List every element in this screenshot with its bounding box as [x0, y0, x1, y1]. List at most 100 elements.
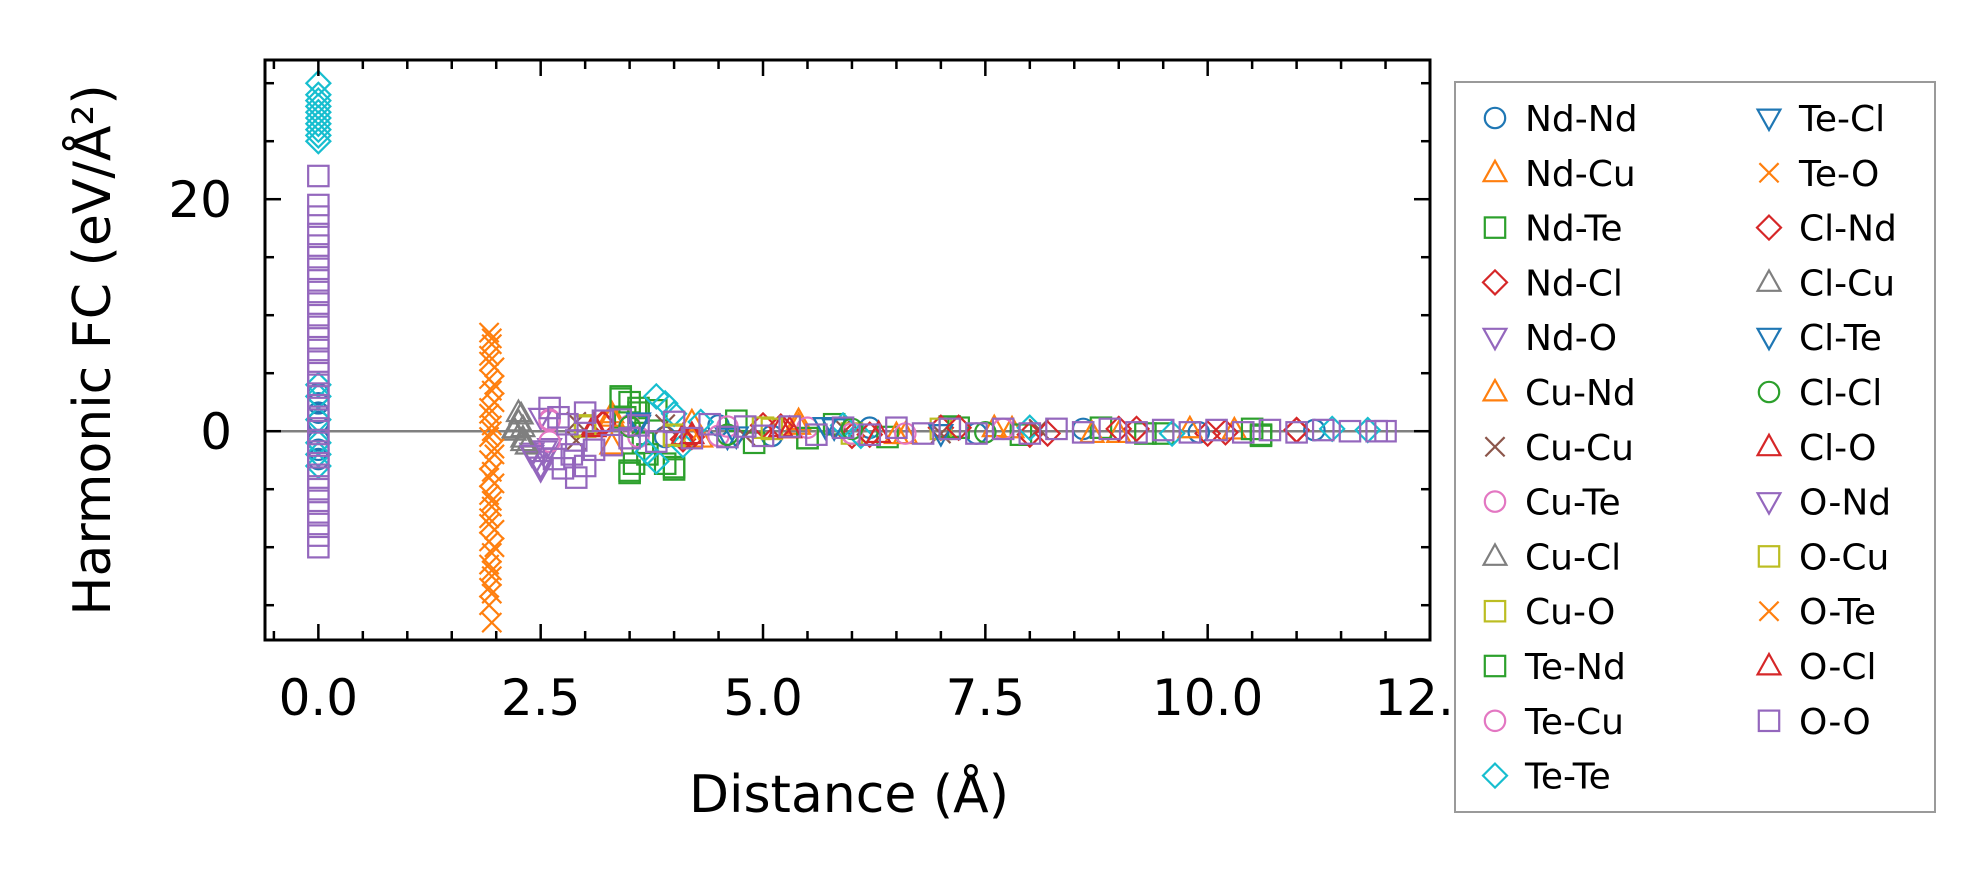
legend-marker [1755, 268, 1783, 292]
legend-label: Nd-Te [1525, 209, 1623, 250]
data-point [1258, 418, 1282, 442]
legend-item: Cu-Te [1483, 483, 1621, 524]
data-point [911, 422, 935, 445]
legend-label: Cu-Te [1525, 483, 1621, 524]
data-point [894, 422, 917, 445]
data-point [531, 440, 559, 465]
legend-item: Cu-O [1483, 592, 1615, 633]
data-point [507, 400, 535, 425]
legend-frame [1454, 81, 1936, 813]
legend-item: Te-Cu [1483, 702, 1624, 743]
data-point [991, 417, 1015, 441]
legend-item: Te-Cl [1755, 99, 1885, 140]
legend-label: O-Nd [1799, 483, 1891, 524]
data-point [600, 433, 624, 457]
data-point [304, 110, 332, 138]
legend-marker [1484, 436, 1506, 458]
data-point [478, 507, 500, 529]
data-point [1151, 418, 1175, 442]
data-point [598, 430, 626, 455]
data-point [805, 423, 828, 446]
marker-stroke [481, 490, 503, 512]
data-point [1134, 422, 1157, 445]
data-point [307, 501, 330, 524]
data-point [307, 408, 330, 431]
legend-item: Cl-Cl [1757, 373, 1882, 414]
legend-marker [1755, 108, 1783, 133]
data-point [307, 193, 330, 217]
plot-frame [263, 58, 1432, 642]
legend-marker [1481, 327, 1509, 352]
data-point [481, 420, 503, 442]
data-point [680, 426, 704, 450]
legend-item: O-O [1757, 702, 1871, 743]
data-point [831, 416, 855, 440]
data-point [573, 454, 597, 478]
data-point [591, 409, 615, 433]
marker-stroke [478, 577, 500, 599]
data-point [307, 385, 330, 408]
legend-marker [1481, 268, 1509, 296]
data-point [1045, 417, 1068, 441]
marker-stroke [484, 374, 505, 396]
data-point [1249, 424, 1273, 448]
legend-label: Te-Cu [1524, 702, 1624, 743]
data-point [1125, 421, 1148, 444]
data-point [938, 417, 962, 441]
legend-item: Nd-Nd [1483, 99, 1638, 140]
data-point [481, 560, 503, 581]
legend-marker [1483, 709, 1507, 733]
data-point [840, 417, 864, 441]
data-point [478, 577, 500, 599]
data-point [627, 414, 650, 437]
marker-stroke [1484, 436, 1506, 458]
data-point [307, 454, 330, 478]
legend-label: Nd-Cl [1525, 263, 1623, 304]
data-point [669, 425, 697, 453]
data-point [500, 414, 528, 439]
legend-marker [1758, 162, 1780, 184]
data-point [307, 269, 330, 292]
legend-label: Nd-Cu [1525, 154, 1636, 195]
data-point [547, 405, 570, 429]
x-tick-label: 0.0 [279, 669, 359, 727]
data-point [478, 513, 500, 535]
data-point [1221, 415, 1248, 440]
data-point [631, 431, 655, 455]
data-point [653, 452, 677, 475]
data-point [478, 467, 500, 488]
data-point [1285, 421, 1308, 444]
legend-label: Cl-Cu [1799, 263, 1895, 304]
legend-label: Cu-Nd [1525, 373, 1636, 414]
marker-stroke [484, 438, 505, 459]
data-point [820, 418, 848, 442]
data-point [618, 426, 641, 450]
marker-stroke [481, 560, 503, 581]
legend-marker [1755, 651, 1783, 676]
legend-marker [1755, 432, 1783, 457]
marker-stroke [481, 380, 503, 401]
data-point [307, 466, 330, 489]
data-point [609, 408, 633, 431]
data-point [660, 400, 688, 428]
data-point [307, 257, 330, 281]
data-point [885, 416, 908, 440]
data-point [307, 315, 330, 339]
legend-item: Nd-O [1481, 318, 1617, 359]
marker-stroke [478, 322, 500, 343]
legend-marker [1757, 709, 1781, 733]
legend-label: Te-Cl [1798, 99, 1885, 140]
data-point [307, 396, 330, 420]
marker-stroke [481, 461, 503, 483]
marker-stroke [481, 420, 503, 442]
legend-label: Te-O [1798, 154, 1879, 195]
marker-stroke [478, 507, 500, 529]
legend-label: Cl-Nd [1799, 209, 1897, 250]
data-point [678, 420, 706, 445]
legend-marker [1755, 214, 1783, 242]
data-point [742, 431, 766, 455]
marker-stroke [1758, 600, 1780, 622]
y-axis-title: Harmonic FC (eV/Å²) [61, 84, 123, 615]
legend-marker [1483, 216, 1507, 239]
